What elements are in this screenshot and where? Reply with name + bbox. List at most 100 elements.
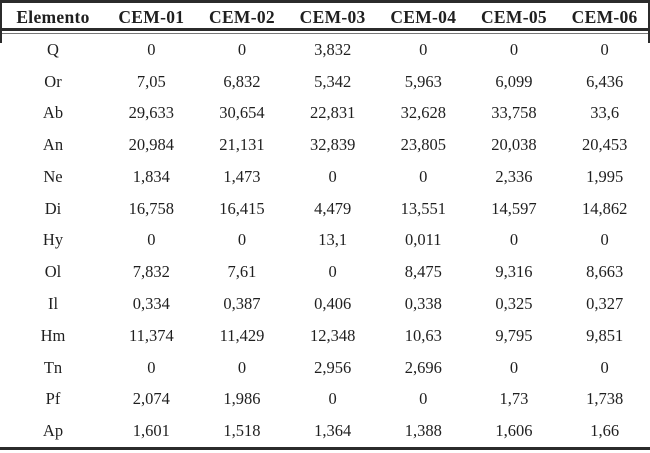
value-cell: 21,131 xyxy=(219,135,265,155)
value-cell: 0 xyxy=(147,39,156,59)
value-cell: 0 xyxy=(237,230,247,250)
value-cell: 1,388 xyxy=(404,421,442,441)
value-cell: 0 xyxy=(419,39,428,59)
value-cell: 9,795 xyxy=(495,325,533,345)
value-cell: 33,6 xyxy=(590,103,620,123)
value-cell: 6,099 xyxy=(495,71,533,91)
element-cell: Ab xyxy=(42,103,64,123)
element-cell: Q xyxy=(47,39,59,59)
value-cell: 10,63 xyxy=(404,325,442,345)
left-edge-stub xyxy=(0,0,2,43)
value-cell: 1,66 xyxy=(590,421,620,441)
column-header-cem-01: CEM-01 xyxy=(118,6,185,27)
column-header-cem-02: CEM-02 xyxy=(209,6,275,27)
table-top-rule xyxy=(0,0,650,3)
value-cell: 8,475 xyxy=(404,262,442,282)
value-cell: 0 xyxy=(509,39,519,59)
right-edge-stub xyxy=(648,0,650,43)
value-cell: 1,738 xyxy=(586,389,624,409)
value-cell: 1,995 xyxy=(586,166,624,186)
table-row: Ap 1,601 1,518 1,364 1,388 1,606 1,66 xyxy=(0,415,650,447)
value-cell: 2,336 xyxy=(495,166,533,186)
value-cell: 22,831 xyxy=(309,103,356,123)
column-header-elemento: Elemento xyxy=(16,6,90,27)
value-cell: 0 xyxy=(237,39,247,59)
header-row: Elemento CEM-01 CEM-02 CEM-03 CEM-04 CEM… xyxy=(0,0,650,34)
table-row: Pf 2,074 1,986 0 0 1,73 1,738 xyxy=(0,383,650,415)
element-cell: Tn xyxy=(43,357,63,377)
column-header-cem-06: CEM-06 xyxy=(571,6,638,27)
value-cell: 30,654 xyxy=(219,103,265,123)
value-cell: 0 xyxy=(600,357,609,377)
value-cell: 9,316 xyxy=(495,262,533,282)
value-cell: 3,832 xyxy=(314,39,352,59)
table-row: Hy 0 0 13,1 0,011 0 0 xyxy=(0,225,650,257)
header-separator-thick xyxy=(0,28,650,31)
table-bottom-rule xyxy=(0,447,650,450)
element-cell: Ne xyxy=(43,166,63,186)
value-cell: 2,956 xyxy=(314,357,352,377)
table-body: Q 0 0 3,832 0 0 0 Or 7,05 6,832 5,342 5,963 6,099 6,4… xyxy=(0,34,650,447)
table-row: Hm 11,374 11,429 12,348 10,63 9,795 9,851 xyxy=(0,320,650,352)
value-cell: 0 xyxy=(509,230,519,250)
table-row: Ne 1,834 1,473 0 0 2,336 1,995 xyxy=(0,161,650,193)
value-cell: 0 xyxy=(600,39,609,59)
element-cell: Or xyxy=(44,71,62,91)
value-cell: 0 xyxy=(509,357,519,377)
value-cell: 0 xyxy=(419,166,428,186)
value-cell: 1,518 xyxy=(223,421,261,441)
value-cell: 9,851 xyxy=(586,325,624,345)
value-cell: 16,415 xyxy=(219,198,265,218)
value-cell: 0 xyxy=(328,262,337,282)
value-cell: 13,1 xyxy=(318,230,348,250)
table-row: Or 7,05 6,832 5,342 5,963 6,099 6,436 xyxy=(0,66,650,98)
value-cell: 7,61 xyxy=(227,262,257,282)
table-row: Ol 7,832 7,61 0 8,475 9,316 8,663 xyxy=(0,256,650,288)
value-cell: 11,429 xyxy=(219,325,265,345)
value-cell: 1,834 xyxy=(132,166,170,186)
value-cell: 32,628 xyxy=(400,103,446,123)
value-cell: 8,663 xyxy=(586,262,624,282)
value-cell: 14,597 xyxy=(491,198,537,218)
table-row: Tn 0 0 2,956 2,696 0 0 xyxy=(0,352,650,384)
element-cell: Di xyxy=(44,198,62,218)
table-row: Ab 29,633 30,654 22,831 32,628 33,758 33,6 xyxy=(0,98,650,130)
value-cell: 20,453 xyxy=(581,135,628,155)
value-cell: 0,338 xyxy=(404,294,442,313)
element-cell: Il xyxy=(47,294,59,313)
element-cell: Ol xyxy=(44,262,62,282)
value-cell: 1,473 xyxy=(223,166,261,186)
value-cell: 0 xyxy=(328,166,337,186)
value-cell: 2,074 xyxy=(132,389,170,409)
value-cell: 0,327 xyxy=(586,294,624,313)
value-cell: 2,696 xyxy=(404,357,442,377)
column-header-cem-05: CEM-05 xyxy=(480,6,547,27)
value-cell: 4,479 xyxy=(314,198,352,218)
element-cell: Pf xyxy=(45,389,61,409)
value-cell: 0 xyxy=(419,389,428,409)
value-cell: 6,832 xyxy=(223,71,261,91)
value-cell: 1,364 xyxy=(314,421,352,441)
value-cell: 0 xyxy=(147,357,156,377)
value-cell: 5,963 xyxy=(404,71,442,91)
value-cell: 7,832 xyxy=(132,262,170,282)
value-cell: 5,342 xyxy=(314,71,352,91)
value-cell: 1,606 xyxy=(495,421,533,441)
value-cell: 29,633 xyxy=(128,103,175,123)
table-row: An 20,984 21,131 32,839 23,805 20,038 20,453 xyxy=(0,129,650,161)
value-cell: 6,436 xyxy=(586,71,624,91)
value-cell: 14,862 xyxy=(581,198,628,218)
element-cell: Hm xyxy=(40,325,66,345)
value-cell: 0,387 xyxy=(223,294,261,313)
header-separator-thin xyxy=(0,33,650,34)
value-cell: 0,011 xyxy=(405,230,442,250)
table-row: Di 16,758 16,415 4,479 13,551 14,597 14,862 xyxy=(0,193,650,225)
value-cell: 1,73 xyxy=(499,389,529,409)
column-header-cem-04: CEM-04 xyxy=(390,6,457,27)
value-cell: 16,758 xyxy=(128,198,175,218)
value-cell: 1,601 xyxy=(132,421,170,441)
value-cell: 0 xyxy=(328,389,337,409)
value-cell: 20,038 xyxy=(491,135,537,155)
